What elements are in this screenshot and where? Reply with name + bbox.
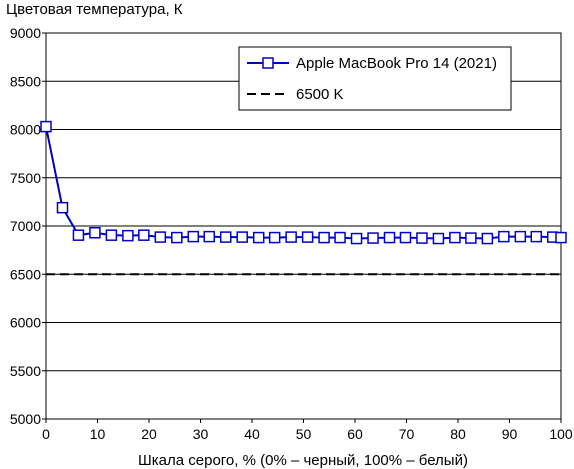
data-point <box>383 231 396 244</box>
data-point <box>171 231 183 244</box>
x-tick-label: 80 <box>450 426 466 442</box>
y-tick-label: 7500 <box>10 170 41 186</box>
data-point <box>498 230 510 243</box>
y-tick-label: 6500 <box>10 266 41 282</box>
data-point <box>236 231 248 243</box>
x-axis-ticks: 0 10 20 30 40 50 60 70 80 90 100 <box>42 419 573 442</box>
data-point <box>318 231 330 244</box>
x-tick-label: 0 <box>42 426 50 442</box>
data-point <box>203 230 216 243</box>
data-point <box>465 232 477 244</box>
series-layer <box>40 120 567 276</box>
x-tick-label: 70 <box>399 426 415 442</box>
y-tick-label: 7000 <box>10 218 41 234</box>
y-tick-label: 8000 <box>10 122 41 138</box>
y-tick-label: 5500 <box>10 363 41 379</box>
series-line-0 <box>45 126 562 240</box>
data-point <box>122 229 134 242</box>
x-tick-label: 10 <box>90 426 106 442</box>
data-point <box>187 230 200 243</box>
x-axis-title: Шкала серого, % (0% – черный, 100% – бел… <box>138 452 468 469</box>
x-tick-label: 20 <box>141 426 157 442</box>
data-point <box>514 230 527 243</box>
legend-marker-macbook <box>262 57 274 69</box>
y-tick-label: 8500 <box>10 73 41 89</box>
y-tick-label: 6000 <box>10 315 41 331</box>
data-point <box>154 231 167 243</box>
data-point <box>40 120 52 133</box>
data-point <box>432 232 445 245</box>
data-point <box>449 231 461 244</box>
x-tick-label: 30 <box>193 426 209 442</box>
x-tick-label: 60 <box>347 426 363 442</box>
y-tick-label: 9000 <box>10 25 41 41</box>
data-point <box>138 229 150 241</box>
data-point <box>555 231 567 244</box>
data-point <box>72 229 85 241</box>
y-tick-label: 5000 <box>10 411 41 427</box>
data-point <box>105 229 118 241</box>
data-point <box>350 232 363 245</box>
y-axis-title: Цветовая температура, К <box>6 1 183 18</box>
data-point <box>399 231 412 244</box>
x-tick-label: 90 <box>502 426 518 442</box>
data-point <box>481 232 494 245</box>
data-point <box>530 230 543 243</box>
x-tick-label: 40 <box>244 426 260 442</box>
data-point <box>367 232 379 244</box>
data-point <box>334 231 346 244</box>
data-point <box>285 231 297 243</box>
data-point <box>268 231 281 244</box>
data-point <box>252 231 265 244</box>
legend-label-6500k: 6500 K <box>296 86 344 103</box>
y-axis-ticks: 5000 5500 6000 6500 7000 7500 8000 8500 9000 <box>10 25 46 427</box>
legend: Apple MacBook Pro 14 (2021) 6500 K <box>238 46 512 111</box>
x-tick-label: 100 <box>549 426 573 442</box>
data-point <box>89 227 101 239</box>
data-point <box>301 231 314 243</box>
legend-label-macbook: Apple MacBook Pro 14 (2021) <box>296 55 497 72</box>
data-point <box>416 232 428 244</box>
data-point <box>56 201 69 214</box>
x-tick-label: 50 <box>296 426 312 442</box>
data-point <box>219 231 232 243</box>
legend-box <box>238 46 512 111</box>
